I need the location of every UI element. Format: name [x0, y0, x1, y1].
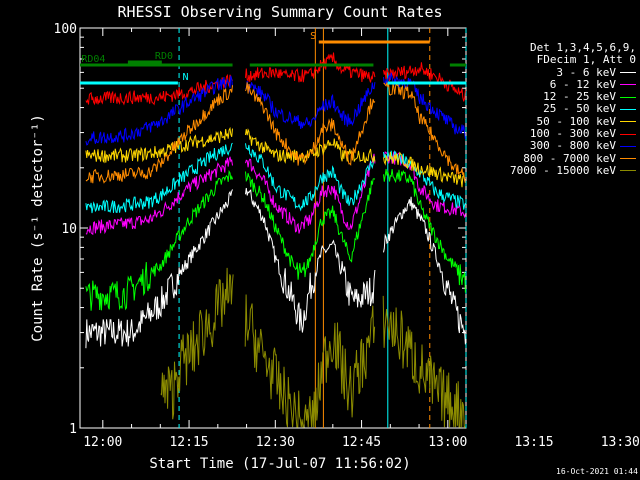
legend-swatch: [620, 96, 636, 98]
series-line: [85, 72, 466, 146]
legend-item-label: 12 - 25 keV: [543, 90, 616, 104]
x-tick-label: 13:00: [428, 435, 467, 450]
legend-swatch: [620, 158, 636, 160]
legend-swatch: [620, 72, 636, 74]
legend-item: 800 - 7000 keV: [484, 151, 636, 165]
series-line: [85, 142, 466, 214]
legend-item-label: 50 - 100 keV: [536, 114, 616, 128]
legend-item-label: 800 - 7000 keV: [523, 151, 616, 165]
series-line: [85, 81, 466, 184]
y-axis-ticks: 1 10 100: [54, 22, 466, 437]
chart-title: RHESSI Observing Summary Count Rates: [117, 3, 442, 21]
legend-item-label: 100 - 300 keV: [529, 127, 616, 141]
legend-swatch: [620, 145, 636, 147]
series-line: [85, 187, 466, 349]
series-line: [85, 168, 466, 311]
legend-swatch: [620, 170, 636, 172]
legend-item: 6 - 12 keV: [484, 77, 636, 91]
observing-mode-bars: N RD0 RD04 S: [80, 31, 466, 85]
series-group: [85, 52, 466, 429]
legend-header-line: Det 1,3,4,5,6,9,: [530, 41, 636, 54]
mode-bar-label: RD04: [81, 54, 105, 65]
x-axis-label: Start Time (17-Jul-07 11:56:02): [149, 456, 410, 472]
y-tick-label: 1: [69, 422, 77, 437]
legend-item: 300 - 800 keV: [484, 140, 636, 152]
legend-header-line: FDecim 1, Att 0: [536, 53, 636, 67]
legend-item-label: 3 - 6 keV: [556, 65, 616, 79]
legend-swatch: [620, 133, 636, 135]
x-axis-ticks: 12:00 12:15 12:30 12:45 13:00 13:15 13:30: [83, 28, 640, 450]
x-tick-label: 13:15: [514, 435, 553, 450]
generation-timestamp: 16-Oct-2021 01:44: [556, 467, 638, 476]
series-line: [160, 267, 466, 429]
y-axis-label: Count Rate (s⁻¹ detector⁻¹): [30, 114, 46, 342]
legend-item: 50 - 100 keV: [484, 114, 636, 128]
legend-item: 3 - 6 keV: [484, 65, 636, 79]
mode-bar-label: N: [183, 72, 189, 83]
legend-item-label: 25 - 50 keV: [543, 102, 616, 116]
legend-item: 25 - 50 keV: [484, 103, 636, 115]
legend-items: 3 - 6 keV 6 - 12 keV 12 - 25 keV 25 - 50 ke…: [484, 65, 636, 178]
y-tick-label: 100: [54, 22, 77, 37]
x-tick-label: 12:00: [83, 435, 122, 450]
legend-item: 100 - 300 keV: [484, 127, 636, 141]
x-tick-label: 13:30: [601, 435, 640, 450]
series-line: [85, 52, 466, 106]
legend-swatch: [620, 108, 636, 110]
mode-bar-label: S: [310, 31, 316, 42]
x-tick-label: 12:15: [169, 435, 208, 450]
legend: Det 1,3,4,5,6,9, FDecim 1, Att 0 3 - 6 k…: [484, 41, 636, 178]
series-line: [85, 126, 466, 188]
legend-swatch: [620, 121, 636, 123]
x-tick-label: 12:30: [256, 435, 295, 450]
legend-item: 12 - 25 keV: [484, 91, 636, 103]
legend-swatch: [620, 84, 636, 86]
legend-item-label: 7000 - 15000 keV: [510, 163, 616, 177]
y-tick-label: 10: [61, 222, 77, 237]
legend-item-label: 6 - 12 keV: [549, 77, 616, 91]
mode-vertical-lines: [178, 28, 467, 428]
legend-item: 7000 - 15000 keV: [484, 163, 636, 177]
mode-bar-label: RD0: [155, 51, 173, 62]
legend-item-label: 300 - 800 keV: [529, 139, 616, 153]
x-tick-label: 12:45: [342, 435, 381, 450]
